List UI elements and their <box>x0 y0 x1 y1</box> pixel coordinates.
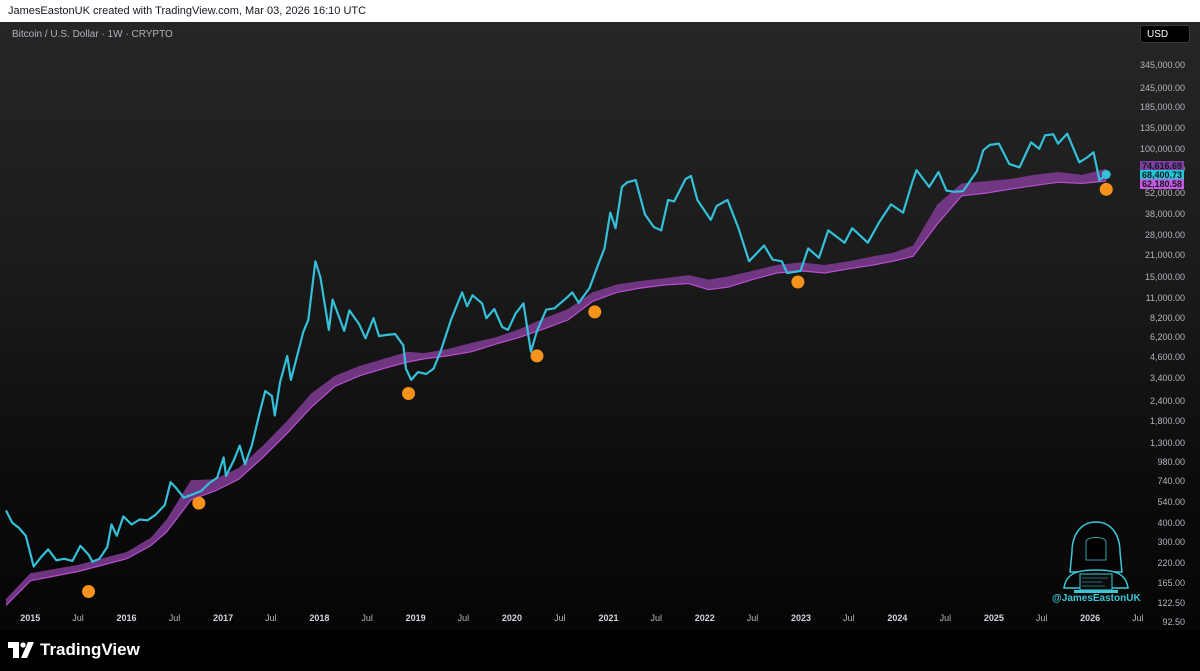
y-tick-label: 1,800.00 <box>1149 415 1185 426</box>
y-tick-label: 185,000.00 <box>1139 102 1185 113</box>
y-tick-label: 15,000.00 <box>1144 272 1185 283</box>
y-tick-label: 38,000.00 <box>1144 209 1185 220</box>
bottom-signal-marker <box>192 496 206 510</box>
price-line <box>5 132 1107 568</box>
x-tick-label: 2018 <box>309 613 330 623</box>
bottom-signal-marker <box>791 275 805 289</box>
y-tick-label: 52,000.00 <box>1144 188 1185 199</box>
bottom-signal-marker <box>402 386 416 400</box>
last-price-dot <box>1101 170 1111 180</box>
y-tick-label: 2,400.00 <box>1149 396 1185 407</box>
x-tick-label: 2020 <box>501 613 522 623</box>
x-tick-label: Jul <box>746 613 759 623</box>
currency-button[interactable]: USD <box>1140 25 1190 43</box>
x-tick-label: Jul <box>554 613 566 623</box>
y-tick-label: 92.50 <box>1162 617 1185 627</box>
x-tick-label: Jul <box>457 613 470 623</box>
symbol-label: Bitcoin / U.S. Dollar · 1W · CRYPTO <box>12 29 173 40</box>
y-tick-label: 165.00 <box>1157 577 1185 588</box>
x-tick-label: 2025 <box>983 613 1004 623</box>
bottom-signal-marker <box>1099 182 1113 196</box>
y-tick-label: 220.00 <box>1157 558 1185 569</box>
y-tick-label: 8,200.00 <box>1149 313 1185 324</box>
y-tick-label: 11,000.00 <box>1145 293 1185 304</box>
x-tick-label: Jul <box>361 613 373 623</box>
x-tick-label: Jul <box>1035 613 1048 623</box>
y-tick-label: 122.50 <box>1157 597 1185 608</box>
y-tick-label: 21,000.00 <box>1144 249 1185 260</box>
y-tick-label: 540.00 <box>1157 497 1185 508</box>
x-tick-label: Jul <box>650 613 662 623</box>
x-tick-label: 2019 <box>405 613 426 623</box>
y-tick-label: 300.00 <box>1157 537 1185 548</box>
x-tick-label: 2017 <box>213 613 234 623</box>
x-tick-label: Jul <box>1132 613 1144 623</box>
y-tick-label: 6,200.00 <box>1149 332 1185 343</box>
bottom-signal-marker <box>82 585 96 599</box>
y-tick-label: 28,000.00 <box>1144 230 1185 241</box>
bottom-signal-marker <box>588 305 602 319</box>
hooded-figure-laptop-icon <box>1063 521 1129 593</box>
x-tick-label: 2021 <box>598 613 619 623</box>
x-tick-label: 2026 <box>1080 613 1101 623</box>
x-tick-label: 2015 <box>20 613 41 623</box>
x-tick-label: Jul <box>939 613 952 623</box>
y-tick-label: 135,000.00 <box>1139 123 1185 134</box>
x-tick-label: Jul <box>843 613 855 623</box>
y-tick-label: 4,600.00 <box>1149 352 1185 363</box>
last-value-badge: 62,180.58 <box>1140 178 1185 189</box>
y-tick-label: 100,000.00 <box>1139 143 1185 154</box>
attribution-text: JamesEastonUK created with TradingView.c… <box>8 5 367 17</box>
band-lower-edge <box>5 180 1107 606</box>
chart-panel[interactable]: Bitcoin / U.S. Dollar · 1W · CRYPTO USD … <box>0 22 1200 630</box>
x-tick-label: Jul <box>168 613 181 623</box>
x-tick-label: 2024 <box>887 613 908 623</box>
y-tick-label: 245,000.00 <box>1139 83 1185 94</box>
y-tick-label: 740.00 <box>1157 476 1185 487</box>
y-tick-label: 1,300.00 <box>1149 437 1185 448</box>
x-tick-label: 2023 <box>791 613 812 623</box>
tradingview-brand: TradingView <box>40 640 140 659</box>
x-tick-label: Jul <box>72 613 84 623</box>
x-tick-label: 2016 <box>116 613 137 623</box>
price-chart[interactable] <box>0 22 1200 630</box>
footer-bar <box>0 630 1200 671</box>
tradingview-icon <box>8 642 34 658</box>
attribution-bar: JamesEastonUK created with TradingView.c… <box>0 0 1200 22</box>
tradingview-logo[interactable]: TradingView <box>8 640 140 660</box>
y-tick-label: 3,400.00 <box>1149 372 1185 383</box>
bottom-signal-marker <box>530 349 544 363</box>
y-tick-label: 980.00 <box>1157 457 1185 468</box>
last-value-badge: 74,616.69 <box>1140 160 1185 171</box>
x-tick-label: Jul <box>265 613 277 623</box>
y-tick-label: 400.00 <box>1157 517 1185 528</box>
last-value-badge: 68,400.73 <box>1140 169 1185 180</box>
band-area <box>6 168 1107 606</box>
watermark-handle: @JamesEastonUK <box>1052 593 1141 604</box>
y-tick-label: 345,000.00 <box>1139 59 1185 70</box>
x-tick-label: 2022 <box>694 613 715 623</box>
